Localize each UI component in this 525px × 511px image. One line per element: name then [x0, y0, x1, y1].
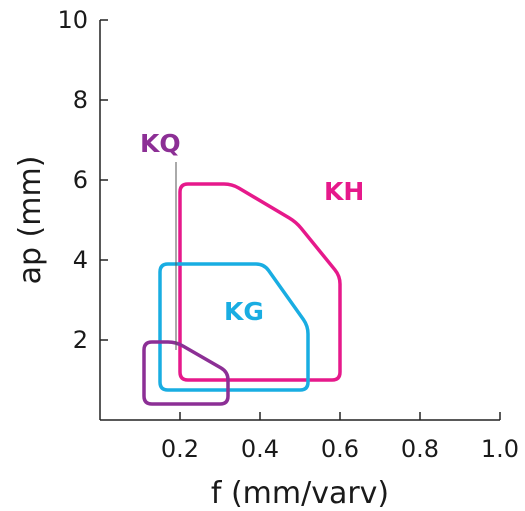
x-axis-title: f (mm/varv)	[211, 476, 389, 511]
y-tick-label: 2	[73, 326, 88, 354]
x-tick-label: 1.0	[481, 435, 519, 463]
axes	[99, 20, 500, 421]
x-tick-label: 0.6	[321, 435, 359, 463]
ticks: 0.2 0.4 0.6 0.8 1.0 2 4 6 8 10	[57, 6, 519, 463]
region-kh	[178, 182, 342, 382]
region-label-kh: KH	[324, 177, 364, 206]
y-tick-label: 4	[73, 246, 88, 274]
region-label-kg: KG	[224, 297, 264, 326]
y-tick-label: 10	[57, 6, 88, 34]
y-tick-label: 6	[73, 166, 88, 194]
y-tick-label: 8	[73, 86, 88, 114]
region-label-kq: KQ	[140, 129, 181, 158]
x-tick-label: 0.4	[241, 435, 279, 463]
regions: KH KG KQ	[140, 129, 364, 406]
y-axis-title: ap (mm)	[13, 156, 48, 285]
x-tick-label: 0.2	[161, 435, 199, 463]
region-kq	[142, 340, 230, 406]
region-kg	[158, 262, 310, 392]
x-tick-label: 0.8	[401, 435, 439, 463]
